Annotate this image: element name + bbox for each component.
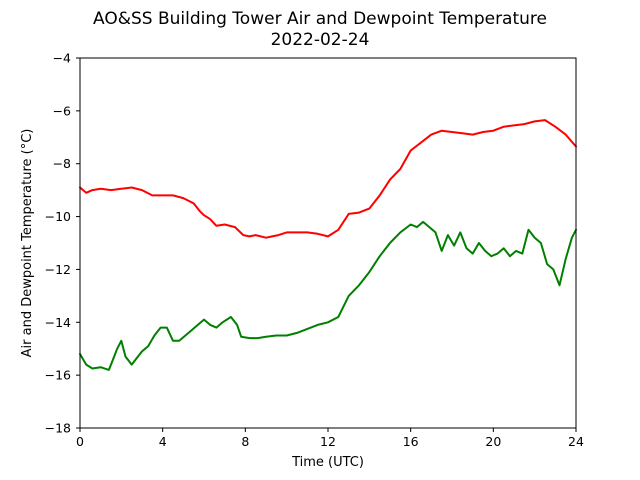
x-tick-label: 24 — [568, 434, 584, 449]
x-axis-label: Time (UTC) — [291, 455, 364, 470]
y-tick-label: −18 — [45, 421, 71, 436]
y-tick-label: −14 — [45, 315, 71, 330]
chart-title: AO&SS Building Tower Air and Dewpoint Te… — [93, 9, 547, 29]
y-tick-label: −8 — [53, 156, 71, 171]
x-tick-label: 8 — [241, 434, 249, 449]
x-tick-label: 4 — [159, 434, 167, 449]
y-tick-label: −10 — [45, 209, 71, 224]
series-line-1 — [79, 119, 577, 239]
x-axis-ticks: 0 4 8 12 16 20 24 — [76, 428, 584, 449]
y-tick-label: −12 — [45, 262, 71, 277]
y-tick-label: −4 — [53, 51, 71, 66]
y-tick-label: −16 — [45, 368, 71, 383]
series-layer — [79, 119, 577, 371]
x-tick-label: 0 — [76, 434, 84, 449]
y-tick-label: −6 — [53, 103, 71, 118]
x-tick-label: 16 — [403, 434, 419, 449]
y-axis-label: Air and Dewpoint Temperature (°C) — [20, 129, 35, 358]
x-tick-label: 12 — [320, 434, 336, 449]
y-axis-ticks: −18 −16 −14 −12 −10 −8 −6 −4 — [45, 51, 80, 436]
x-tick-label: 20 — [485, 434, 501, 449]
series-line-2 — [79, 220, 577, 371]
chart-subtitle: 2022-02-24 — [271, 30, 370, 50]
